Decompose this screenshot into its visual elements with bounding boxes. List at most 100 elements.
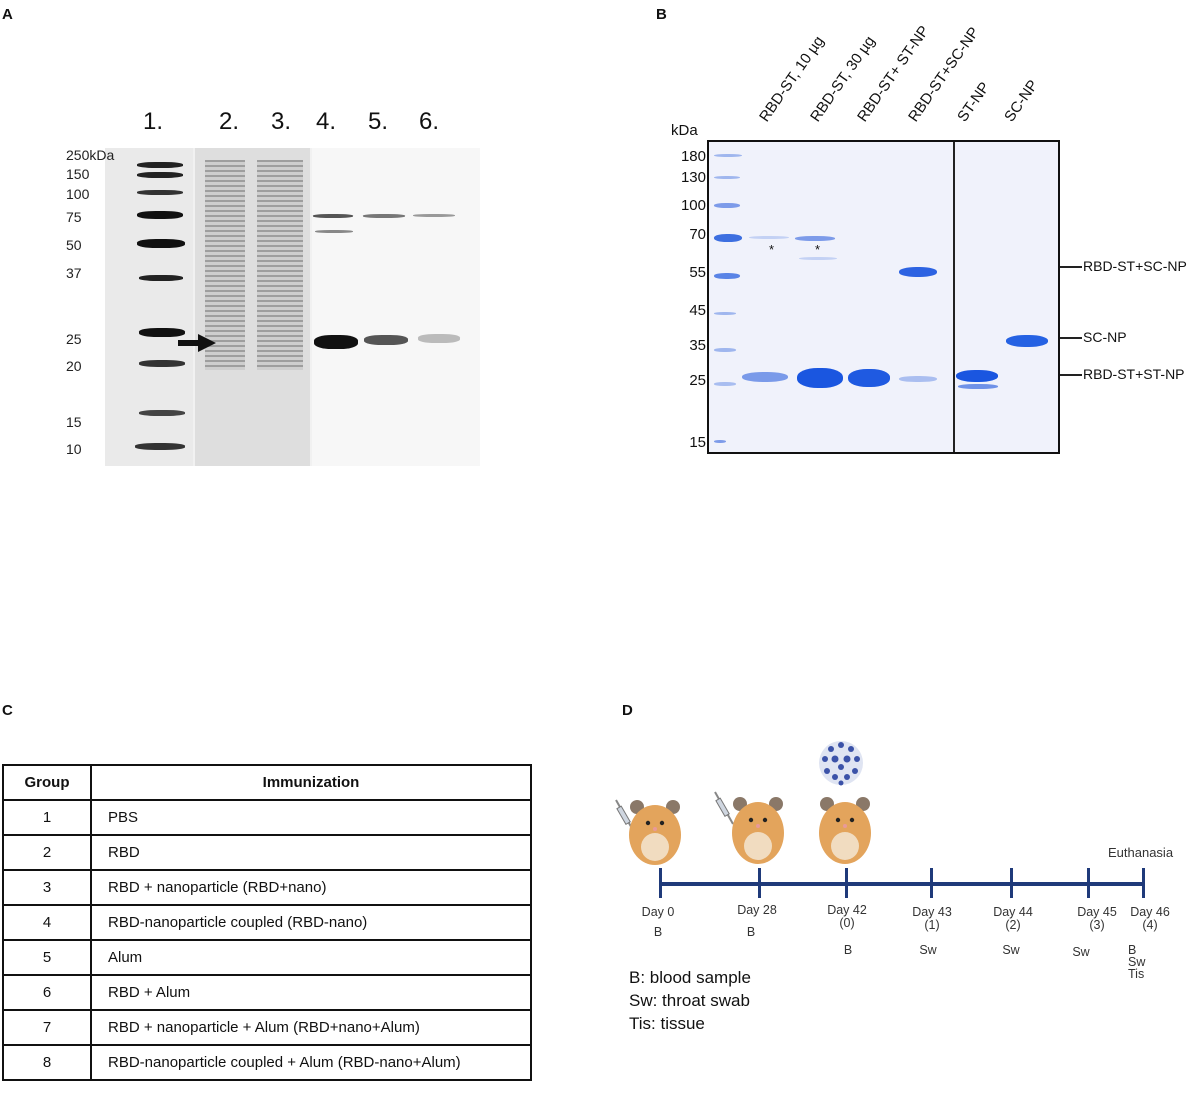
sample-day-43: Sw [919,943,937,957]
hamster-icon [732,797,784,864]
mw-b-130: 130 [680,169,706,186]
sample-day-44: Sw [1002,943,1020,957]
legend-blood: B: blood sample [629,968,751,987]
timepoint-day-42: Day 42 (0) [827,903,867,930]
timepoint-day-28: Day 28 [737,903,777,917]
group-cell: 2 [2,834,92,871]
mw-marker-20: 20 [66,358,82,374]
annotation-line [1060,266,1082,268]
table-row: 4 RBD-nanoparticle coupled (RBD-nano) [2,904,532,941]
panel-b-letter: B [656,6,667,23]
annotation-line [1060,374,1082,376]
sds-page-gel-b [707,140,1060,454]
hamster-icon [629,800,681,865]
mw-marker-37: 37 [66,265,82,281]
mw-b-70: 70 [689,226,706,243]
table-row: 8 RBD-nanoparticle coupled + Alum (RBD-na… [2,1044,532,1081]
timepoint-day-0: Day 0 [641,905,675,919]
timeline-tick [758,868,761,898]
lane-number-3: 3. [271,108,292,135]
timeline-tick [1010,868,1013,898]
panel-d-letter: D [622,702,633,719]
panel-a-letter: A [2,6,13,23]
asterisk-lane-1: * [769,242,775,257]
mw-b-100: 100 [680,197,706,214]
group-cell: 1 [2,799,92,836]
immunization-cell: RBD-nanoparticle coupled (RBD-nano) [90,904,532,941]
mw-marker-100: 100 [66,186,90,202]
immunization-cell: RBD + nanoparticle + Alum (RBD+nano+Alum… [90,1009,532,1046]
mw-marker-15: 15 [66,414,82,430]
immunization-cell: RBD-nanoparticle coupled + Alum (RBD-nan… [90,1044,532,1081]
lane-number-2: 2. [219,108,240,135]
lane-label-st-np: ST-NP [954,79,994,125]
group-cell: 6 [2,974,92,1011]
arrow-right-icon [178,334,216,352]
immunization-cell: RBD + Alum [90,974,532,1011]
legend-swab: Sw: throat swab [629,991,750,1010]
timepoint-day-44: Day 44 (2) [993,905,1033,932]
annotation-sc-np: SC-NP [1083,329,1127,345]
annotation-rbd-st-sc-np: RBD-ST+SC-NP [1083,258,1187,274]
mw-marker-250: 250kDa [66,147,115,163]
annotation-rbd-st-st-np: RBD-ST+ST-NP [1083,366,1185,382]
mw-b-15: 15 [689,434,706,451]
timeline-tick [1142,868,1145,898]
sample-day-28: B [746,925,756,939]
lane-number-5: 5. [368,108,389,135]
mw-b-45: 45 [689,302,706,319]
table-row: 5 Alum [2,939,532,976]
timepoint-day-46: Day 46 (4) [1130,905,1170,932]
table-header-row: Group Immunization [2,764,532,801]
sample-day-0: B [653,925,663,939]
immunization-cell: Alum [90,939,532,976]
header-group: Group [2,764,92,801]
lane-number-4: 4. [316,108,337,135]
table-row: 3 RBD + nanoparticle (RBD+nano) [2,869,532,906]
immunization-groups-table: Group Immunization 1 PBS 2 RBD 3 RBD + nano… [2,764,532,1081]
timeline-tick [930,868,933,898]
syringe-icon [714,791,734,825]
lane-number-1: 1. [143,108,164,135]
immunization-cell: RBD + nanoparticle (RBD+nano) [90,869,532,906]
mw-marker-50: 50 [66,237,82,253]
legend-tissue: Tis: tissue [629,1014,705,1033]
table-row: 7 RBD + nanoparticle + Alum (RBD+nano+Alu… [2,1009,532,1046]
mw-marker-75: 75 [66,209,82,225]
panel-c-letter: C [2,702,13,719]
group-cell: 5 [2,939,92,976]
euthanasia-label: Euthanasia [1108,845,1174,860]
mw-b-35: 35 [689,337,706,354]
virus-icon [819,741,863,786]
timepoint-day-45: Day 45 (3) [1077,905,1117,932]
annotation-line [1060,337,1082,339]
timepoint-day-43: Day 43 (1) [912,905,952,932]
group-cell: 3 [2,869,92,906]
mw-b-180: 180 [680,148,706,165]
timeline-tick [659,868,662,898]
table-row: 6 RBD + Alum [2,974,532,1011]
timeline-tick [845,868,848,898]
sample-legend: B: blood sample Sw: throat swab Tis: tis… [629,966,751,1035]
mw-marker-150: 150 [66,166,90,182]
kda-unit-label: kDa [671,122,698,139]
lane-number-6: 6. [419,108,440,135]
lane-divider [953,142,955,452]
sample-day-46: B Sw Tis [1128,943,1146,981]
asterisk-lane-2: * [815,242,821,257]
immunization-cell: RBD [90,834,532,871]
table-row: 2 RBD [2,834,532,871]
group-cell: 8 [2,1044,92,1081]
timeline-axis [660,882,1144,886]
lane-label-sc-np: SC-NP [1001,77,1042,125]
table-row: 1 PBS [2,799,532,836]
timeline-tick [1087,868,1090,898]
sample-day-45: Sw [1072,945,1090,959]
mw-b-55: 55 [689,264,706,281]
mw-b-25: 25 [689,372,706,389]
group-cell: 4 [2,904,92,941]
header-immunization: Immunization [90,764,532,801]
sds-page-gel-a [105,148,480,466]
group-cell: 7 [2,1009,92,1046]
immunization-cell: PBS [90,799,532,836]
